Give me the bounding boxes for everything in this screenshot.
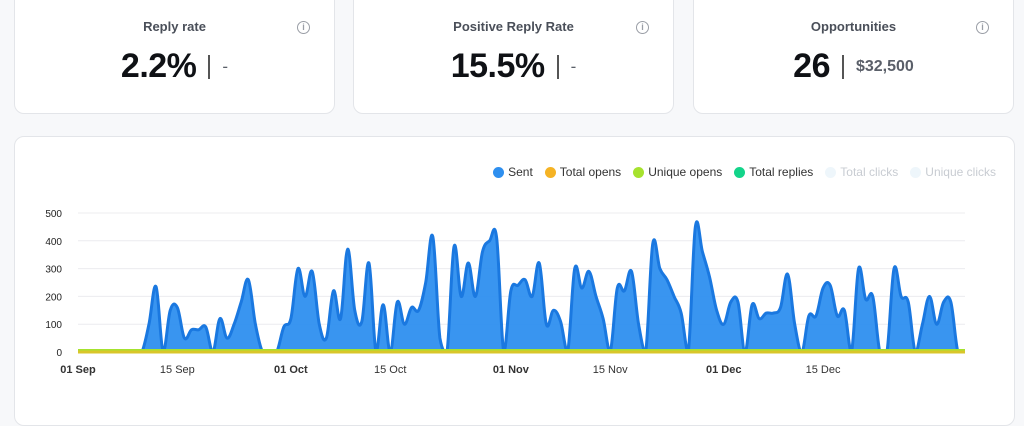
- x-tick-label: 15 Nov: [593, 364, 628, 376]
- legend-dot-icon: [734, 166, 746, 178]
- y-tick-label: 0: [56, 348, 62, 359]
- y-tick-label: 200: [45, 292, 62, 303]
- y-tick-label: 400: [45, 237, 62, 248]
- y-tick-label: 300: [45, 265, 62, 276]
- x-tick-label: 15 Dec: [806, 364, 841, 376]
- stat-secondary: -: [222, 56, 229, 76]
- stat-value-row: 2.2% -: [15, 47, 334, 86]
- legend-dot-icon: [493, 166, 505, 178]
- stat-title: Reply rate: [143, 19, 206, 34]
- divider: [841, 54, 844, 79]
- stat-value: 15.5%: [450, 47, 545, 85]
- stat-value: 26: [793, 47, 830, 85]
- stat-value: 2.2%: [120, 47, 197, 85]
- legend-label: Unique clicks: [925, 165, 996, 179]
- x-tick-label: 15 Sep: [160, 364, 195, 376]
- stat-secondary: $32,500: [855, 57, 914, 75]
- info-icon[interactable]: i: [976, 21, 989, 34]
- stat-title: Opportunities: [810, 19, 897, 34]
- legend-label: Total clicks: [840, 165, 899, 179]
- area-chart[interactable]: 0 100 200 300 400 500 01 Sep 15 Sep 01 Oct 15 Oct…: [15, 137, 1014, 407]
- x-tick-label: 15 Oct: [374, 364, 406, 376]
- x-tick-label: 01 Dec: [706, 364, 741, 376]
- divider: [556, 54, 559, 79]
- stat-value-row: 26 $32,500: [694, 47, 1013, 86]
- x-tick-label: 01 Nov: [493, 364, 530, 376]
- sent-line: [78, 220, 965, 354]
- x-tick-label: 01 Sep: [60, 364, 96, 376]
- legend-item-unique-clicks[interactable]: Unique clicks: [910, 165, 996, 179]
- x-tick-label: 01 Oct: [274, 364, 308, 376]
- y-tick-label: 100: [45, 320, 62, 331]
- legend-dot-icon: [633, 166, 645, 178]
- stat-value-row: 15.5% -: [354, 47, 673, 86]
- legend-label: Sent: [508, 165, 533, 179]
- info-icon[interactable]: i: [636, 21, 649, 34]
- legend-item-total-clicks[interactable]: Total clicks: [825, 165, 898, 179]
- divider: [208, 54, 211, 79]
- stat-card-positive-reply-rate: Positive Reply Rate i 15.5% -: [353, 0, 674, 114]
- analytics-chart-card: Sent Total opens Unique opens Total repl…: [14, 136, 1015, 426]
- stat-secondary: -: [570, 56, 577, 76]
- legend-label: Unique opens: [648, 165, 723, 179]
- stat-card-opportunities: Opportunities i 26 $32,500: [693, 0, 1014, 114]
- info-icon[interactable]: i: [297, 21, 310, 34]
- sent-area: [78, 221, 965, 352]
- legend-dot-icon: [825, 166, 837, 178]
- legend-dot-icon: [544, 166, 556, 178]
- stat-card-reply-rate: Reply rate i 2.2% -: [14, 0, 335, 114]
- legend-dot-icon: [910, 166, 922, 178]
- legend-item-total-replies[interactable]: Total replies: [734, 165, 813, 179]
- legend-item-unique-opens[interactable]: Unique opens: [633, 165, 722, 179]
- legend-label: Total replies: [749, 165, 814, 179]
- y-tick-label: 500: [45, 209, 62, 220]
- legend-item-sent[interactable]: Sent: [493, 165, 533, 179]
- stat-title: Positive Reply Rate: [453, 19, 574, 34]
- legend-label: Total opens: [559, 165, 622, 179]
- chart-legend: Sent Total opens Unique opens Total repl…: [493, 165, 996, 179]
- legend-item-total-opens[interactable]: Total opens: [544, 165, 622, 179]
